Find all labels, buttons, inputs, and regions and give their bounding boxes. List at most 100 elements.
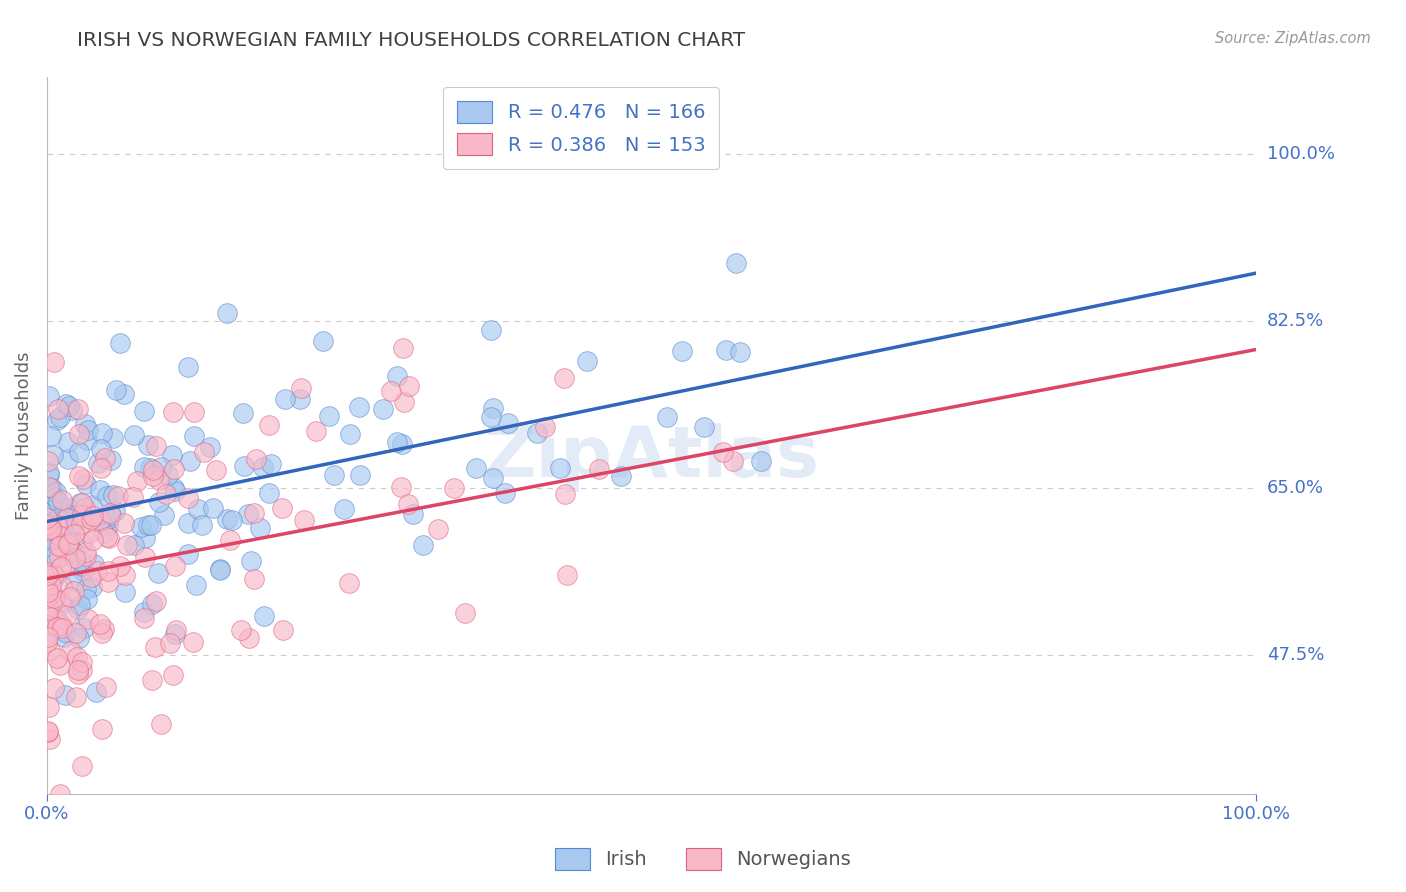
- Point: [56, 608, 79, 623]
- Point: [45, 412, 67, 426]
- Point: [371, 401, 394, 416]
- Point: [136, 517, 159, 532]
- Point: [42, 568, 65, 582]
- Point: [716, 343, 738, 357]
- Point: [148, 495, 170, 509]
- Point: [66, 667, 89, 681]
- Point: [49, 560, 72, 574]
- Point: [112, 387, 135, 401]
- Point: [550, 461, 572, 475]
- Point: [82, 509, 104, 524]
- Point: [35, 533, 58, 547]
- Point: [42, 515, 65, 529]
- Point: [271, 501, 294, 516]
- Point: [37, 600, 59, 615]
- Point: [42, 681, 65, 695]
- Point: [115, 538, 138, 552]
- Point: [146, 566, 169, 580]
- Point: [392, 395, 415, 409]
- Point: [51, 618, 73, 632]
- Point: [38, 699, 60, 714]
- Point: [58, 434, 80, 449]
- Point: [136, 438, 159, 452]
- Point: [148, 474, 170, 488]
- Point: [134, 531, 156, 545]
- Point: [37, 517, 59, 532]
- Point: [183, 405, 205, 419]
- Point: [96, 530, 118, 544]
- Point: [242, 506, 264, 520]
- Point: [141, 597, 163, 611]
- Point: [398, 379, 420, 393]
- Point: [75, 545, 97, 559]
- Point: [73, 621, 96, 635]
- Point: [42, 591, 65, 605]
- Point: [70, 554, 93, 568]
- Point: [711, 445, 734, 459]
- Point: [37, 599, 59, 614]
- Point: [122, 427, 145, 442]
- Point: [35, 588, 58, 602]
- Point: [67, 469, 90, 483]
- Point: [396, 497, 419, 511]
- Point: [114, 568, 136, 582]
- Point: [63, 574, 86, 589]
- Point: [70, 655, 93, 669]
- Point: [44, 528, 66, 542]
- Point: [494, 485, 516, 500]
- Point: [177, 516, 200, 531]
- Point: [554, 486, 576, 500]
- Point: [46, 401, 69, 416]
- Point: [37, 568, 59, 582]
- Point: [49, 540, 72, 554]
- Point: [42, 587, 65, 601]
- Point: [48, 539, 70, 553]
- Point: [76, 511, 98, 525]
- Point: [41, 428, 63, 442]
- Point: [66, 664, 89, 678]
- Point: [323, 467, 346, 482]
- Point: [37, 516, 59, 531]
- Point: [39, 487, 62, 501]
- Point: [39, 522, 62, 536]
- Point: [59, 590, 82, 604]
- Point: [80, 512, 103, 526]
- Point: [63, 584, 86, 599]
- Point: [37, 723, 59, 738]
- Point: [56, 555, 79, 569]
- Point: [141, 673, 163, 688]
- Point: [37, 584, 59, 599]
- Point: [693, 420, 716, 434]
- Point: [66, 649, 89, 664]
- Point: [90, 442, 112, 456]
- Point: [35, 565, 58, 579]
- Point: [83, 557, 105, 571]
- Y-axis label: Family Households: Family Households: [15, 351, 32, 520]
- Point: [49, 529, 72, 543]
- Point: [35, 587, 58, 601]
- Point: [72, 558, 94, 573]
- Point: [217, 511, 239, 525]
- Point: [38, 523, 60, 537]
- Point: [177, 547, 200, 561]
- Point: [70, 758, 93, 772]
- Point: [101, 488, 124, 502]
- Point: [37, 724, 59, 739]
- Point: [45, 544, 67, 558]
- Point: [72, 564, 94, 578]
- Point: [108, 336, 131, 351]
- Point: [93, 622, 115, 636]
- Point: [53, 624, 76, 639]
- Point: [655, 409, 678, 424]
- Point: [37, 630, 59, 644]
- Point: [202, 501, 225, 516]
- Point: [41, 521, 63, 535]
- Point: [49, 657, 72, 672]
- Point: [290, 381, 312, 395]
- Point: [392, 341, 415, 355]
- Point: [177, 359, 200, 374]
- Point: [160, 448, 183, 462]
- Legend: Irish, Norwegians: Irish, Norwegians: [547, 839, 859, 878]
- Point: [75, 549, 97, 564]
- Point: [479, 410, 502, 425]
